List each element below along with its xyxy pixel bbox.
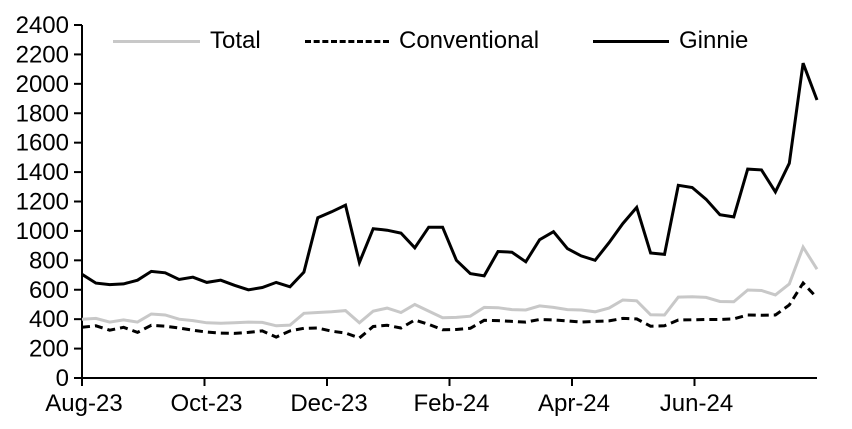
y-tick-label: 1000 bbox=[16, 218, 69, 245]
x-tick-label: Aug-23 bbox=[45, 390, 122, 417]
y-tick-label: 2200 bbox=[16, 41, 69, 68]
legend-swatch-conventional bbox=[305, 39, 389, 43]
series-line-ginnie bbox=[81, 62, 819, 292]
x-tick-label: Dec-23 bbox=[290, 390, 367, 417]
y-tick-label: 800 bbox=[29, 247, 69, 274]
y-tick-label: 600 bbox=[29, 277, 69, 304]
legend-item-ginnie: Ginnie bbox=[593, 26, 748, 56]
x-tick-label: Feb-24 bbox=[413, 390, 489, 417]
x-tick-label: Apr-24 bbox=[538, 390, 610, 417]
legend-item-total: Total bbox=[113, 26, 261, 56]
y-tick-label: 1200 bbox=[16, 189, 69, 216]
y-tick-label: 1800 bbox=[16, 100, 69, 127]
legend-swatch-total bbox=[113, 39, 200, 43]
y-tick-label: 1600 bbox=[16, 130, 69, 157]
legend-label-conventional: Conventional bbox=[399, 27, 540, 54]
y-tick-label: 0 bbox=[56, 365, 69, 392]
y-tick-label: 1400 bbox=[16, 159, 69, 186]
y-tick-label: 400 bbox=[29, 306, 69, 333]
legend-item-conventional: Conventional bbox=[305, 26, 539, 56]
y-tick-label: 2000 bbox=[16, 71, 69, 98]
series-line-total bbox=[81, 243, 819, 328]
legend-label-ginnie: Ginnie bbox=[679, 27, 749, 54]
legend-label-total: Total bbox=[210, 27, 261, 54]
legend-swatch-ginnie bbox=[593, 39, 669, 43]
y-tick-label: 200 bbox=[29, 336, 69, 363]
legend: Total Conventional Ginnie bbox=[0, 26, 852, 56]
x-tick-label: Jun-24 bbox=[660, 390, 733, 417]
series-line-conventional bbox=[81, 280, 819, 340]
x-tick-label: Oct-23 bbox=[170, 390, 242, 417]
y-tick-label: 2400 bbox=[16, 12, 69, 39]
